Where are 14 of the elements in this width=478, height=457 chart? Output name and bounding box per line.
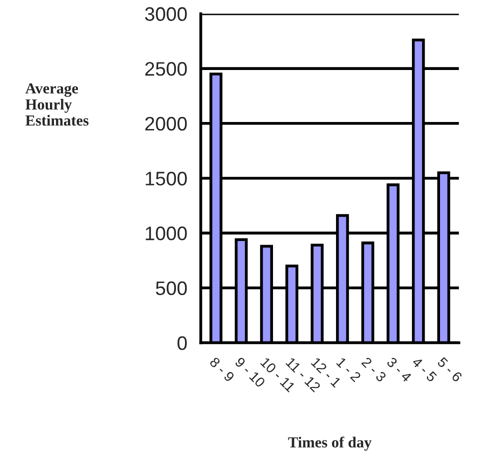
- y-tick-label: 2500: [145, 62, 187, 76]
- y-axis-title: Average Hourly Estimates: [25, 83, 89, 126]
- y-tick-label: 3000: [145, 7, 187, 21]
- x-tick-label: 4 - 5: [411, 356, 438, 382]
- y-tick-label: 2000: [145, 116, 187, 131]
- y-tick-label: 1000: [146, 226, 187, 240]
- x-tick-label: 8 - 9: [209, 356, 235, 382]
- x-tick-label: 5 - 6: [436, 356, 463, 382]
- y-tick-label: 500: [156, 281, 187, 296]
- x-tick-label: 2 - 3: [361, 356, 387, 382]
- y-tick-label: 0: [178, 336, 187, 350]
- y-tick-label: 1500: [146, 172, 187, 186]
- x-axis-title: Times of day: [288, 436, 372, 451]
- x-tick-label: 3 - 4: [386, 356, 412, 383]
